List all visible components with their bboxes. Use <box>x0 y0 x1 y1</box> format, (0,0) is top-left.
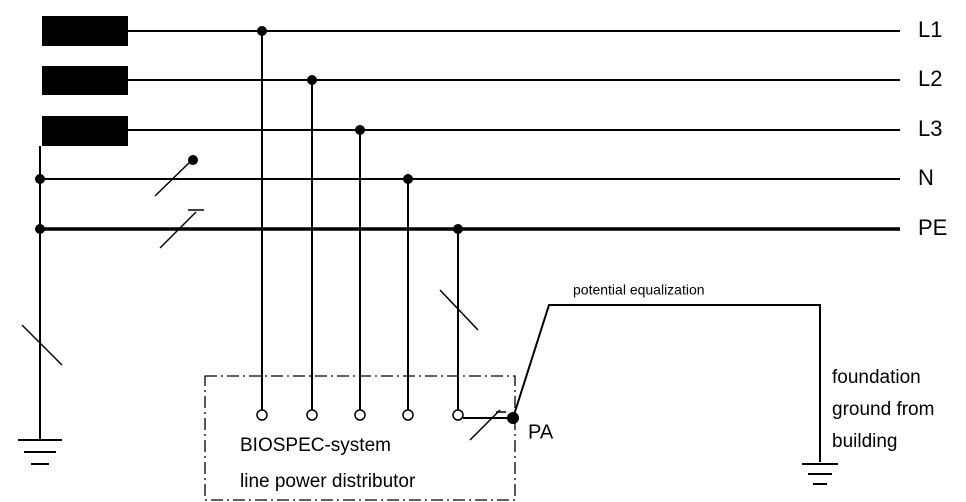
junction <box>35 174 45 184</box>
text-line: BIOSPEC-system <box>240 435 391 456</box>
distributor-box <box>204 375 516 501</box>
terminals <box>256 409 464 421</box>
text-line: ground from <box>832 399 934 420</box>
text-line: foundation <box>832 367 921 388</box>
drops <box>261 31 459 410</box>
winding <box>42 66 128 95</box>
foundation-label: foundation ground from building <box>832 367 934 452</box>
junction <box>188 155 198 165</box>
ground-symbol <box>802 463 838 485</box>
conductor-label: N <box>918 165 934 190</box>
junctions <box>257 26 463 234</box>
distributor-label: BIOSPEC-system line power distributor <box>240 435 416 492</box>
winding <box>42 16 128 46</box>
junction <box>35 224 45 234</box>
winding <box>42 116 128 146</box>
equalization-wire <box>512 304 821 462</box>
conductor-label: PE <box>918 215 947 240</box>
pa-label: PA <box>528 421 554 443</box>
equalization-label: potential equalization <box>573 282 705 298</box>
text-line: line power distributor <box>240 471 416 492</box>
text-line: building <box>832 431 898 452</box>
conductor-labels: L1 L2 L3 N PE <box>918 17 947 240</box>
conductor-label: L3 <box>918 116 942 141</box>
conductor-label: L1 <box>918 17 942 42</box>
conductor-label: L2 <box>918 66 942 91</box>
slash-marks <box>21 159 506 441</box>
ground-symbol <box>18 439 62 465</box>
